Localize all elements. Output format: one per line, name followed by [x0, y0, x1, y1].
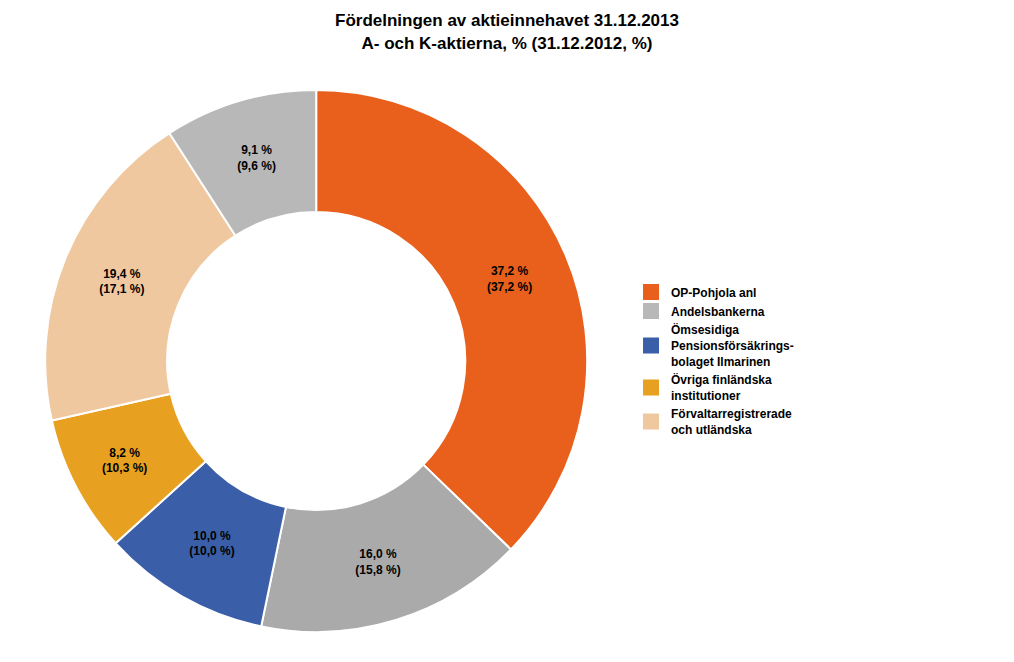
svg-text:10,0 %(10,0 %): 10,0 %(10,0 %): [189, 529, 234, 559]
svg-text:37,2 %(37,2 %): 37,2 %(37,2 %): [487, 264, 532, 294]
svg-text:8,2 %(10,3 %): 8,2 %(10,3 %): [102, 446, 147, 476]
svg-text:19,4 %(17,1 %): 19,4 %(17,1 %): [99, 267, 144, 297]
svg-text:ÖmsesidigaPensionsförsäkrings-: ÖmsesidigaPensionsförsäkrings-bolaget Il…: [671, 322, 794, 368]
svg-text:Förvaltarregistreradeoch utlän: Förvaltarregistreradeoch utländska: [671, 407, 792, 437]
svg-text:Övriga finländskainstitutioner: Övriga finländskainstitutioner: [671, 372, 772, 403]
svg-text:Andelsbankerna: Andelsbankerna: [671, 305, 765, 319]
svg-text:OP-Pohjola anl: OP-Pohjola anl: [671, 286, 756, 300]
svg-text:Fördelningen av aktieinnehavet: Fördelningen av aktieinnehavet 31.12.201…: [335, 11, 679, 52]
svg-text:16,0 %(15,8 %): 16,0 %(15,8 %): [355, 547, 400, 577]
svg-text:9,1 %(9,6 %): 9,1 %(9,6 %): [237, 143, 276, 173]
